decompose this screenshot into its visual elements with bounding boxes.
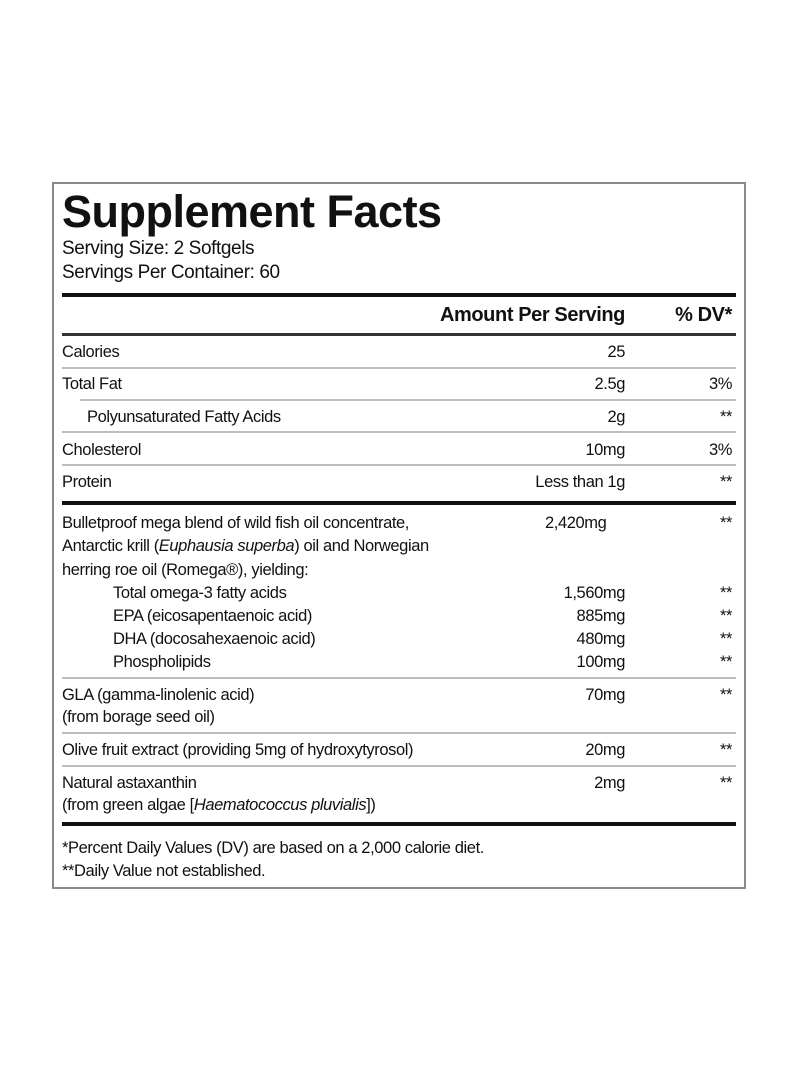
component-amount: 480mg (576, 630, 626, 648)
gla-line-1: GLA (gamma-linolenic acid) (62, 686, 255, 704)
divider (62, 293, 736, 297)
component-dv: ** (719, 630, 732, 648)
olive-amount: 20mg (585, 741, 625, 759)
divider (62, 333, 736, 336)
gla-dv: ** (719, 686, 732, 704)
component-label: Phospholipids (113, 653, 211, 671)
blend-line-2a: Antarctic krill ( (62, 537, 159, 555)
divider (62, 464, 736, 466)
olive-label: Olive fruit extract (providing 5mg of hy… (62, 741, 414, 759)
algae-species: Haematococcus pluvialis (193, 796, 367, 814)
row-label: Protein (62, 473, 112, 491)
blend-line-1: Bulletproof mega blend of wild fish oil … (62, 514, 409, 532)
blend-amount: 2,420mg (545, 514, 607, 532)
supplement-facts-panel (52, 182, 746, 889)
row-amount: Less than 1g (535, 473, 625, 491)
blend-line-2: Antarctic krill (Euphausia superba) oil … (62, 536, 429, 556)
divider (62, 431, 736, 433)
component-label: Total omega-3 fatty acids (113, 584, 287, 602)
row-label: Total Fat (62, 375, 122, 393)
row-amount: 2g (607, 408, 625, 426)
row-dv: ** (719, 408, 732, 426)
blend-line-2b: ) oil and Norwegian (294, 537, 429, 555)
footnote-not-established: **Daily Value not established. (62, 862, 266, 880)
row-amount: 2.5g (594, 375, 625, 393)
row-label: Calories (62, 343, 120, 361)
astaxanthin-line-2a: (from green algae [ (62, 796, 194, 814)
divider (80, 399, 736, 401)
row-amount: 10mg (585, 441, 625, 459)
component-amount: 1,560mg (563, 584, 626, 602)
component-dv: ** (719, 653, 732, 671)
gla-amount: 70mg (585, 686, 625, 704)
footnote-dv: *Percent Daily Values (DV) are based on … (62, 839, 484, 857)
serving-size: Serving Size: 2 Softgels (62, 238, 255, 259)
divider (62, 677, 736, 679)
component-dv: ** (719, 584, 732, 602)
blend-dv: ** (719, 514, 732, 532)
krill-species: Euphausia superba (158, 537, 295, 555)
component-amount: 885mg (576, 607, 626, 625)
component-label: EPA (eicosapentaenoic acid) (113, 607, 312, 625)
component-amount: 100mg (576, 653, 626, 671)
gla-line-2: (from borage seed oil) (62, 708, 215, 726)
panel-title: Supplement Facts (62, 186, 442, 237)
row-label: Polyunsaturated Fatty Acids (87, 408, 281, 426)
servings-per-container: Servings Per Container: 60 (62, 262, 280, 283)
divider (62, 501, 736, 505)
olive-dv: ** (719, 741, 732, 759)
divider (62, 822, 736, 826)
astaxanthin-line-2b: ]) (366, 796, 376, 814)
divider (62, 367, 736, 369)
row-label: Cholesterol (62, 441, 142, 459)
divider (62, 732, 736, 734)
row-amount: 25 (607, 343, 625, 361)
astaxanthin-amount: 2mg (594, 774, 625, 792)
amount-header: Amount Per Serving (439, 304, 625, 326)
component-dv: ** (719, 607, 732, 625)
astaxanthin-line-1: Natural astaxanthin (62, 774, 197, 792)
row-dv: 3% (708, 441, 732, 459)
dv-header: % DV* (675, 304, 732, 326)
divider (62, 765, 736, 767)
row-dv: 3% (708, 375, 732, 393)
astaxanthin-dv: ** (719, 774, 732, 792)
row-dv: ** (719, 473, 732, 491)
blend-line-3: herring roe oil (Romega®), yielding: (62, 561, 309, 579)
component-label: DHA (docosahexaenoic acid) (113, 630, 316, 648)
astaxanthin-line-2: (from green algae [Haematococcus pluvial… (62, 795, 376, 815)
